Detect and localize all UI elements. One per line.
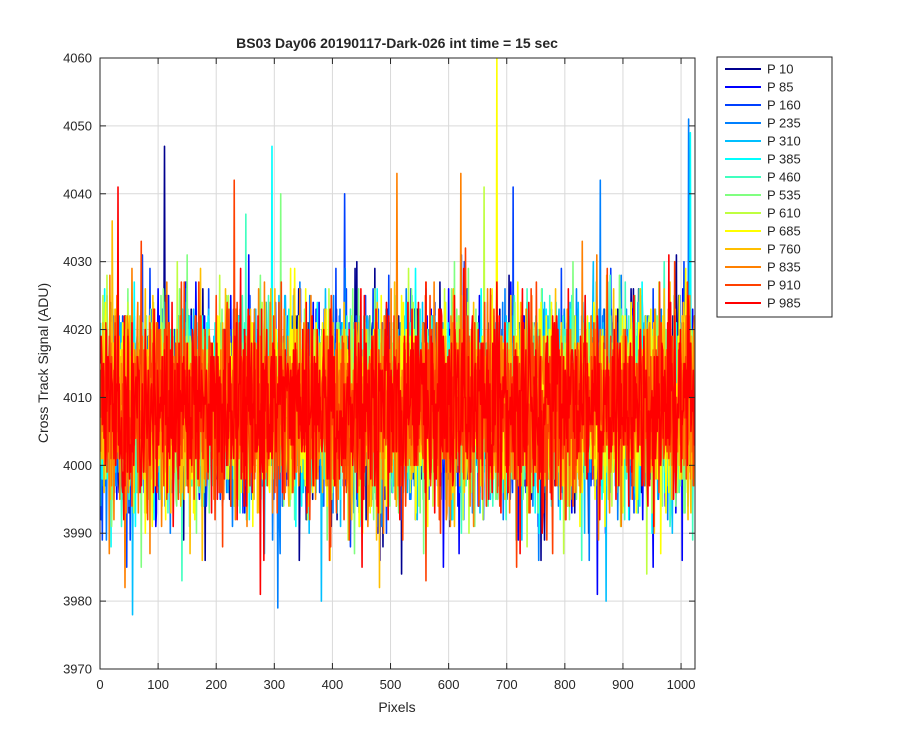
x-tick-label: 200 (205, 677, 227, 692)
legend-entry-label: P 85 (767, 80, 794, 95)
x-tick-label: 500 (380, 677, 402, 692)
series-lines (100, 58, 695, 616)
x-tick-label: 700 (496, 677, 518, 692)
legend-entry-label: P 835 (767, 260, 801, 275)
y-axis-label: Cross Track Signal (ADU) (35, 283, 51, 443)
legend-entry-label: P 910 (767, 278, 801, 293)
y-tick-label: 3990 (63, 526, 92, 541)
y-tick-label: 4060 (63, 51, 92, 66)
y-tick-label: 3980 (63, 594, 92, 609)
legend-entry-label: P 760 (767, 242, 801, 257)
x-tick-label: 800 (554, 677, 576, 692)
legend-entry-label: P 985 (767, 296, 801, 311)
legend-entry-label: P 385 (767, 152, 801, 167)
y-tick-label: 4030 (63, 254, 92, 269)
y-tick-label: 4010 (63, 390, 92, 405)
legend-entry-label: P 235 (767, 116, 801, 131)
y-tick-label: 4050 (63, 118, 92, 133)
series-line-p-985 (100, 186, 695, 596)
chart-title: BS03 Day06 20190117-Dark-026 int time = … (236, 35, 558, 51)
y-tick-label: 4020 (63, 322, 92, 337)
y-tick-label: 4040 (63, 186, 92, 201)
axis-ticks: 0 100 200 300 400 500 600 700 800 900 1000 3970 3980… (63, 51, 695, 693)
plot-area-frame (99, 57, 696, 670)
x-tick-label: 400 (322, 677, 344, 692)
x-tick-label: 600 (438, 677, 460, 692)
x-tick-label: 300 (263, 677, 285, 692)
y-tick-label: 4000 (63, 458, 92, 473)
legend-entry-label: P 310 (767, 134, 801, 149)
y-tick-label: 3970 (63, 662, 92, 677)
x-tick-label: 0 (96, 677, 103, 692)
x-tick-label: 100 (147, 677, 169, 692)
legend-entry-label: P 535 (767, 188, 801, 203)
legend: P 10 P 85 P 160 P 235 P 310 P 385 P 460 P 535 P … (716, 56, 833, 318)
x-tick-label: 1000 (667, 677, 696, 692)
legend-box (716, 56, 833, 318)
legend-entry-label: P 10 (767, 62, 794, 77)
legend-entry-label: P 610 (767, 206, 801, 221)
legend-entry-label: P 685 (767, 224, 801, 239)
legend-entry-label: P 160 (767, 98, 801, 113)
legend-entry-label: P 460 (767, 170, 801, 185)
x-axis-label: Pixels (378, 699, 415, 715)
x-tick-label: 900 (612, 677, 634, 692)
